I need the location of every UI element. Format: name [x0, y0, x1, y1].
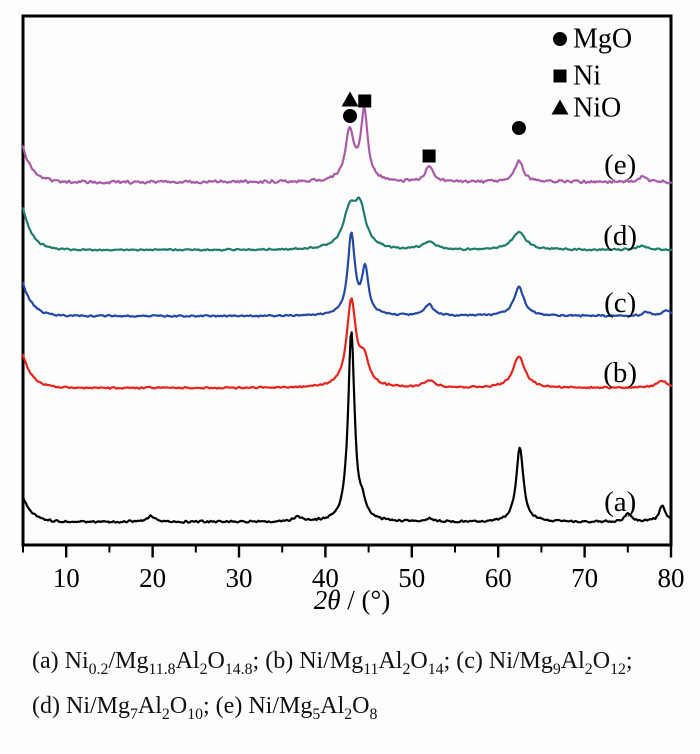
- x-axis-tick-label: 10: [53, 563, 80, 593]
- series-curve-b: [21, 297, 673, 390]
- ni-square-icon: [358, 94, 372, 108]
- x-axis-tick-label: 70: [571, 563, 598, 593]
- x-axis-tick-label: 60: [485, 563, 512, 593]
- series-label-b: (b): [603, 357, 637, 389]
- square-icon: [553, 69, 567, 83]
- caption-line-2: (d) Ni/Mg7Al2O10; (e) Ni/Mg5Al2O8: [32, 693, 378, 723]
- series-curve-e: [21, 105, 673, 185]
- x-axis-label: 2θ / (°): [314, 585, 391, 615]
- series-group: (a) (b) (c) (d) (e): [21, 105, 673, 524]
- series-label-c: (c): [604, 287, 636, 319]
- x-axis-tick-label: 50: [398, 563, 425, 593]
- caption-line-1: (a) Ni0.2/Mg11.8Al2O14.8; (b) Ni/Mg11Al2…: [32, 648, 633, 678]
- mgo-circle-icon: [511, 121, 526, 135]
- series-label-a: (a): [604, 486, 636, 518]
- legend-label-MgO: MgO: [573, 24, 632, 55]
- mgo-circle-icon: [343, 109, 358, 123]
- series-label-e: (e): [604, 149, 636, 181]
- ni-square-icon: [422, 149, 436, 163]
- x-axis-tick-label: 20: [139, 563, 166, 593]
- series-curve-d: [21, 196, 673, 252]
- peak-markers: [341, 91, 526, 163]
- xrd-chart: 10 20 30 40 50 60 70 80 2θ / (°) (a) (b) (c) (d) (e) M…: [21, 14, 685, 615]
- plot-frame: [21, 14, 673, 547]
- x-axis-tick-label: 80: [658, 563, 685, 593]
- legend-label-Ni: Ni: [573, 61, 601, 92]
- series-curve-a: [21, 331, 673, 524]
- nio-triangle-icon: [341, 91, 359, 107]
- x-axis-tick-label: 30: [226, 563, 253, 593]
- triangle-icon: [551, 99, 569, 115]
- series-curve-c: [21, 231, 673, 318]
- circle-icon: [553, 32, 567, 46]
- x-axis: 10 20 30 40 50 60 70 80 2θ / (°): [22, 546, 685, 615]
- series-label-d: (d): [603, 220, 637, 252]
- legend-label-NiO: NiO: [573, 93, 621, 124]
- figure-caption: (a) Ni0.2/Mg11.8Al2O14.8; (b) Ni/Mg11Al2…: [32, 639, 694, 729]
- x-axis-tick-label: 40: [312, 563, 339, 593]
